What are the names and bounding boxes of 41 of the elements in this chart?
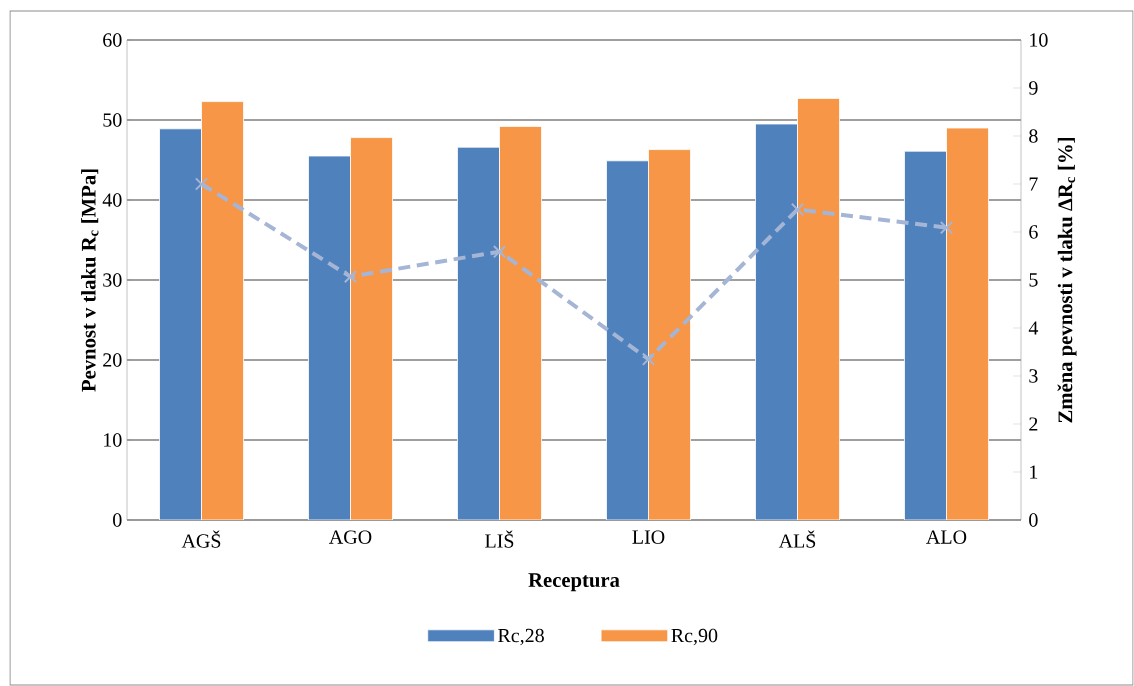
y-tick-label: 60 [103,33,122,47]
bar [457,146,500,520]
point [343,269,358,284]
y2-tick-label: 1 [1030,465,1038,479]
bar [606,160,649,520]
point [790,202,805,217]
bar [904,150,947,520]
y2-tick-label: 3 [1029,369,1038,383]
y2-tick-label: 0 [1029,513,1038,527]
y-tick-label: 50 [103,113,122,127]
y2-tick-label: 4 [1028,321,1039,335]
y2-tick-label: 9 [1029,81,1038,95]
x-tick-label: AGŠ [181,530,221,548]
y2-tick-label: 7 [1029,177,1038,191]
point [194,177,209,191]
legend-label: Rc,90 [671,628,718,646]
x-tick-label: LIO [632,530,665,544]
x-tick-label: LIŠ [485,530,514,548]
legend-label: Rc,28 [498,628,544,646]
bar [159,128,202,520]
y-tick-label: 30 [103,273,122,287]
bar [755,123,798,520]
point [939,221,954,235]
y2-axis-title: Změna pevnosti v tlaku ΔR$_{c}$ [%] [1057,138,1077,423]
y2-tick-label: 10 [1030,33,1048,47]
x-tick-label: ALO [926,530,967,544]
point [492,245,507,259]
x-tick-label: ALŠ [778,530,816,548]
bar [308,155,351,520]
y-axis-title: Pevnost v tlaku R$_{c}$ [MPa] [81,169,99,392]
y-tick-label: 0 [113,513,122,527]
y2-tick-label: 2 [1029,417,1038,431]
y2-tick-label: 8 [1029,129,1038,143]
y-tick-label: 20 [103,353,122,367]
y2-tick-label: 6 [1029,225,1038,239]
y-tick-label: 10 [104,433,122,447]
point [641,352,656,366]
x-tick-label: AGO [329,530,372,544]
y-tick-label: 40 [102,193,122,207]
y2-tick-label: 5 [1029,273,1038,287]
x-axis-title: Receptura [528,573,620,592]
